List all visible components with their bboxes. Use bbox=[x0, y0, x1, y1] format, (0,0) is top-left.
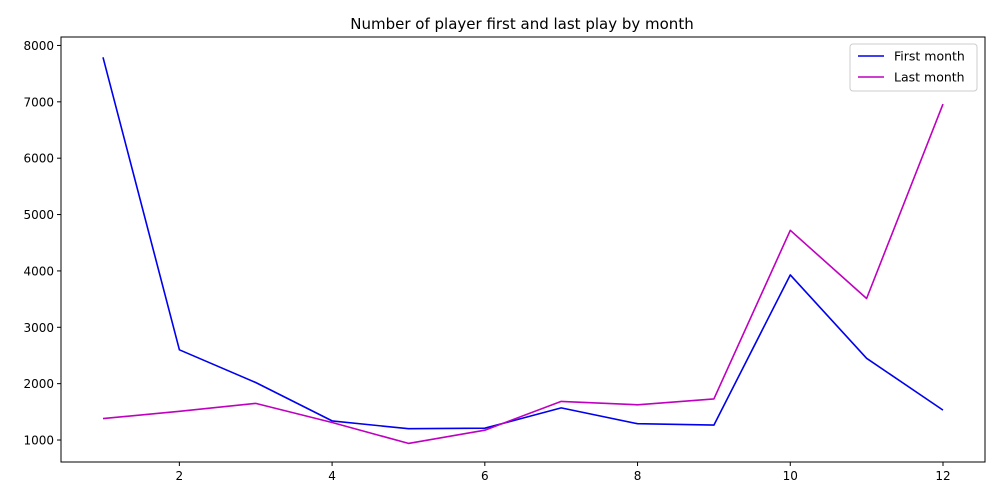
y-tick-label: 5000 bbox=[23, 208, 54, 222]
x-tick-label: 12 bbox=[935, 469, 950, 483]
plot-frame bbox=[60, 36, 986, 463]
y-tick-label: 8000 bbox=[23, 39, 54, 53]
series-line-first-month bbox=[102, 57, 944, 430]
chart-title: Number of player first and last play by … bbox=[350, 15, 693, 33]
y-tick-label: 6000 bbox=[23, 152, 54, 166]
x-tick-label: 4 bbox=[328, 469, 336, 483]
y-tick-label: 3000 bbox=[23, 321, 54, 335]
y-tick-label: 2000 bbox=[23, 377, 54, 391]
x-tick-label: 2 bbox=[176, 469, 184, 483]
legend-label-last-month: Last month bbox=[894, 70, 965, 85]
series-line-last-month bbox=[102, 103, 944, 445]
y-tick-label: 1000 bbox=[23, 434, 54, 448]
x-tick-label: 10 bbox=[783, 469, 798, 483]
plot-area bbox=[102, 57, 944, 445]
x-tick-label: 6 bbox=[481, 469, 489, 483]
x-axis: 2 4 6 8 10 12 bbox=[176, 462, 951, 483]
x-tick-label: 8 bbox=[634, 469, 642, 483]
legend-label-first-month: First month bbox=[894, 49, 965, 64]
legend: First month Last month bbox=[849, 43, 978, 92]
y-tick-label: 4000 bbox=[23, 264, 54, 278]
y-tick-label: 7000 bbox=[23, 95, 54, 109]
y-axis: 1000 2000 3000 4000 5000 6000 7000 8000 bbox=[23, 39, 61, 448]
